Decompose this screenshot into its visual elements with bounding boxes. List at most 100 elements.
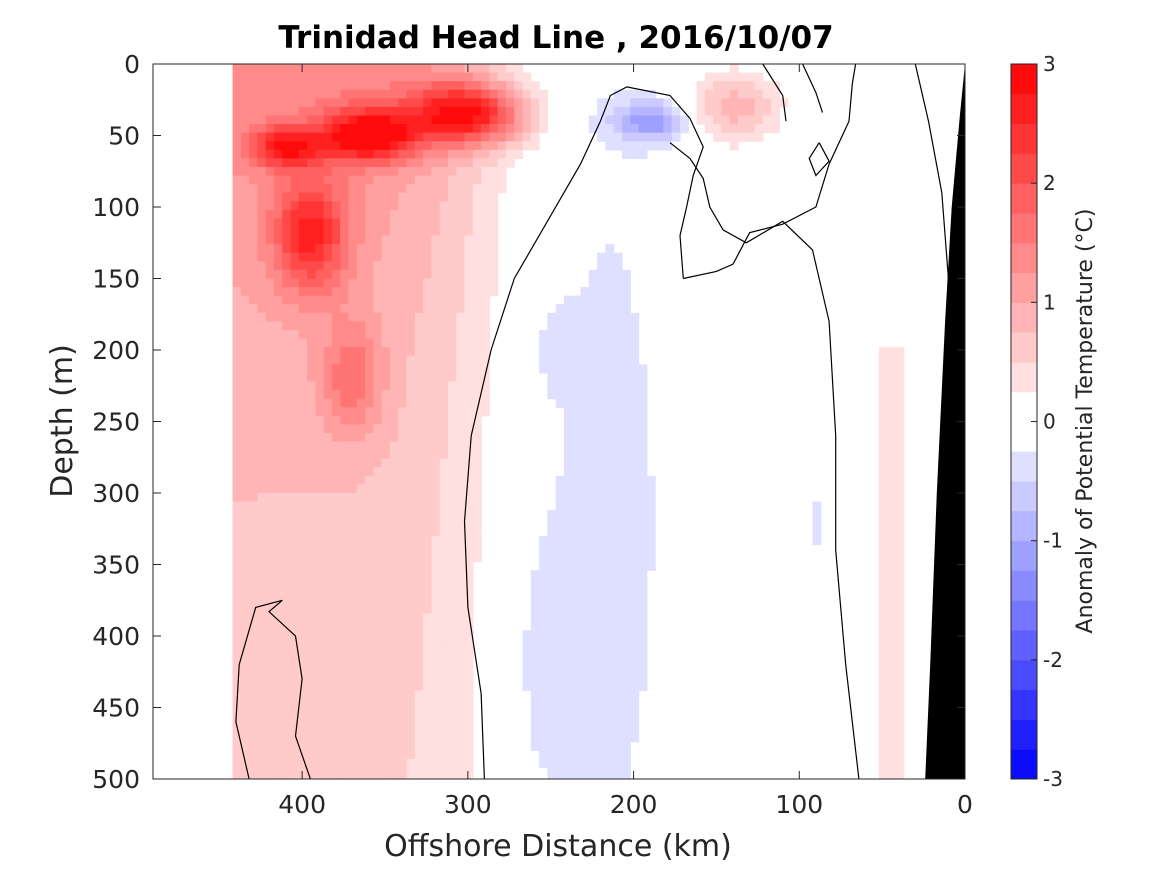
field-cell	[356, 733, 366, 743]
field-cell	[638, 132, 648, 142]
field-cell	[539, 647, 548, 657]
field-cell	[290, 578, 300, 588]
field-cell	[356, 227, 366, 237]
field-cell	[555, 758, 565, 769]
field-cell	[307, 158, 316, 168]
field-cell	[348, 124, 358, 134]
field-cell	[257, 235, 267, 245]
field-cell	[398, 192, 408, 202]
field-cell	[356, 570, 366, 580]
field-cell	[481, 390, 490, 400]
field-cell	[381, 261, 391, 271]
field-cell	[340, 227, 350, 237]
field-cell	[240, 227, 250, 237]
field-cell	[240, 741, 250, 751]
field-cell	[547, 321, 557, 331]
field-cell	[447, 269, 457, 280]
field-cell	[447, 98, 457, 108]
field-cell	[365, 707, 374, 717]
field-cell	[249, 741, 258, 751]
field-cell	[273, 750, 283, 760]
field-cell	[323, 707, 333, 717]
field-cell	[588, 767, 598, 777]
field-cell	[447, 175, 457, 185]
field-cell	[572, 681, 582, 691]
field-cell	[713, 124, 722, 134]
field-cell	[630, 707, 640, 717]
field-cell	[240, 647, 250, 657]
field-cell	[232, 390, 242, 400]
field-cell	[406, 527, 416, 537]
field-cell	[282, 149, 292, 159]
field-cell	[315, 681, 325, 691]
field-cell	[481, 304, 490, 314]
field-cell	[638, 390, 648, 400]
field-cell	[621, 647, 631, 657]
field-cell	[348, 613, 358, 623]
field-cell	[572, 467, 582, 477]
field-cell	[315, 166, 325, 177]
field-cell	[265, 252, 275, 262]
field-cell	[348, 244, 358, 254]
field-cell	[249, 166, 258, 177]
field-cell	[257, 647, 267, 657]
field-cell	[464, 390, 474, 400]
field-cell	[365, 372, 374, 383]
field-cell	[414, 218, 424, 228]
field-cell	[563, 553, 573, 563]
field-cell	[464, 535, 474, 546]
field-cell	[298, 149, 308, 159]
field-cell	[340, 158, 350, 168]
field-cell	[464, 664, 474, 674]
field-cell	[290, 372, 300, 383]
field-cell	[439, 355, 449, 365]
field-cell	[381, 390, 391, 400]
field-cell	[273, 98, 283, 108]
field-cell	[340, 733, 350, 743]
field-cell	[406, 621, 416, 631]
field-cell	[257, 398, 267, 408]
field-cell	[895, 698, 905, 709]
field-cell	[340, 613, 350, 623]
field-cell	[447, 458, 457, 468]
field-cell	[530, 630, 540, 640]
colorbar-tick-label: 2	[1043, 171, 1056, 195]
colorbar-swatch	[1011, 540, 1037, 571]
field-cell	[249, 355, 258, 365]
field-cell	[331, 166, 341, 177]
field-cell	[456, 733, 466, 743]
field-cell	[232, 81, 242, 91]
field-cell	[895, 493, 905, 503]
field-cell	[365, 312, 374, 322]
field-cell	[331, 570, 341, 580]
field-cell	[447, 252, 457, 262]
field-cell	[563, 364, 573, 374]
field-cell	[439, 166, 449, 177]
field-cell	[456, 304, 466, 314]
field-cell	[331, 741, 341, 751]
field-cell	[439, 192, 449, 202]
field-cell	[323, 750, 333, 760]
field-cell	[630, 106, 640, 117]
field-cell	[464, 441, 474, 451]
field-cell	[356, 321, 366, 331]
field-cell	[530, 141, 540, 151]
field-cell	[423, 578, 432, 588]
field-cell	[273, 141, 283, 151]
field-cell	[273, 158, 283, 168]
field-cell	[547, 355, 557, 365]
field-cell	[240, 364, 250, 374]
field-cell	[414, 304, 424, 314]
field-cell	[290, 124, 300, 134]
field-cell	[356, 535, 366, 546]
field-cell	[381, 673, 391, 683]
field-cell	[746, 132, 756, 142]
field-cell	[464, 621, 474, 631]
field-cell	[613, 355, 623, 365]
field-cell	[878, 621, 888, 631]
field-cell	[298, 613, 308, 623]
field-cell	[340, 72, 350, 82]
field-cell	[315, 124, 325, 134]
field-cell	[240, 115, 250, 125]
field-cell	[572, 364, 582, 374]
